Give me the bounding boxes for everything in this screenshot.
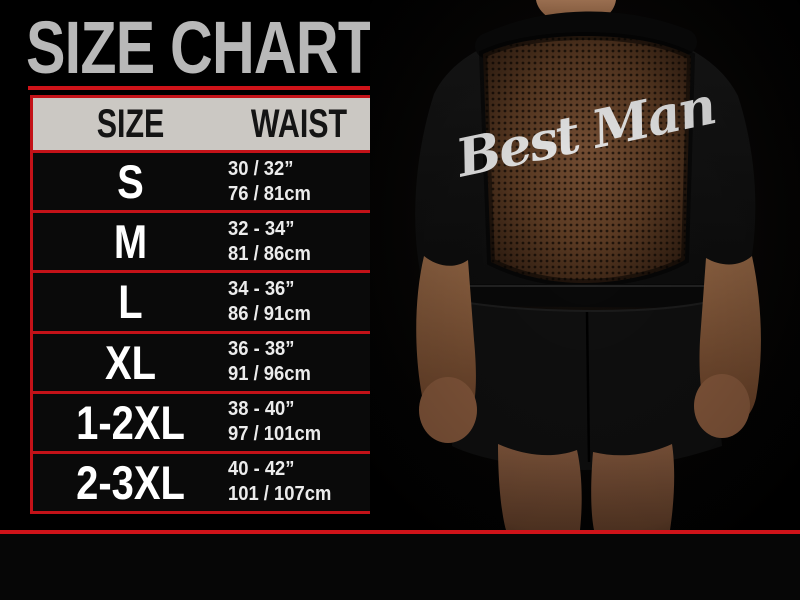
title-underline	[28, 86, 375, 90]
waist-inches: 32 - 34”	[228, 217, 295, 240]
model-photo: Best Man	[370, 0, 800, 530]
table-header-row: SIZE WAIST	[33, 98, 370, 150]
waist-cm: 81 / 86cm	[228, 242, 311, 265]
waist-cell: 32 - 34” 81 / 86cm	[228, 217, 359, 267]
waist-cm: 86 / 91cm	[228, 302, 311, 325]
page-title: SIZE CHART	[26, 6, 374, 89]
table-row: XL 36 - 38” 91 / 96cm	[33, 330, 370, 391]
waist-cell: 36 - 38” 91 / 96cm	[228, 337, 359, 387]
table-row: 1-2XL 38 - 40” 97 / 101cm	[33, 390, 370, 451]
waist-inches: 38 - 40”	[228, 398, 295, 421]
table-row: 2-3XL 40 - 42” 101 / 107cm	[33, 450, 370, 511]
waist-inches: 34 - 36”	[228, 277, 295, 300]
table-row: M 32 - 34” 81 / 86cm	[33, 210, 370, 270]
size-cell: M	[113, 215, 148, 269]
size-cell: 1-2XL	[76, 395, 185, 449]
waist-cell: 30 / 32” 76 / 81cm	[228, 157, 359, 207]
waist-cell: 34 - 36” 86 / 91cm	[228, 277, 359, 327]
size-table: SIZE WAIST S 30 / 32” 76 / 81cm M 32 - 3…	[30, 95, 373, 514]
size-cell: L	[118, 275, 143, 329]
waist-cm: 101 / 107cm	[228, 483, 332, 506]
waist-cm: 76 / 81cm	[228, 182, 311, 205]
waist-cell: 40 - 42” 101 / 107cm	[228, 457, 359, 507]
size-cell: 2-3XL	[76, 455, 185, 509]
photo-vignette	[370, 0, 800, 530]
waist-inches: 40 - 42”	[228, 458, 295, 481]
column-header-waist: WAIST	[250, 101, 348, 146]
size-cell: XL	[104, 335, 157, 389]
waist-cell: 38 - 40” 97 / 101cm	[228, 397, 359, 447]
waist-inches: 36 - 38”	[228, 338, 295, 361]
waist-cm: 97 / 101cm	[228, 423, 322, 446]
waist-inches: 30 / 32”	[228, 157, 294, 180]
footer-bar: CandyMan FASHION	[0, 534, 800, 600]
table-row: L 34 - 36” 86 / 91cm	[33, 270, 370, 330]
waist-cm: 91 / 96cm	[228, 363, 311, 386]
column-header-size: SIZE	[96, 101, 165, 146]
table-row: S 30 / 32” 76 / 81cm	[33, 150, 370, 210]
footer-divider	[0, 530, 800, 534]
size-cell: S	[117, 155, 144, 209]
